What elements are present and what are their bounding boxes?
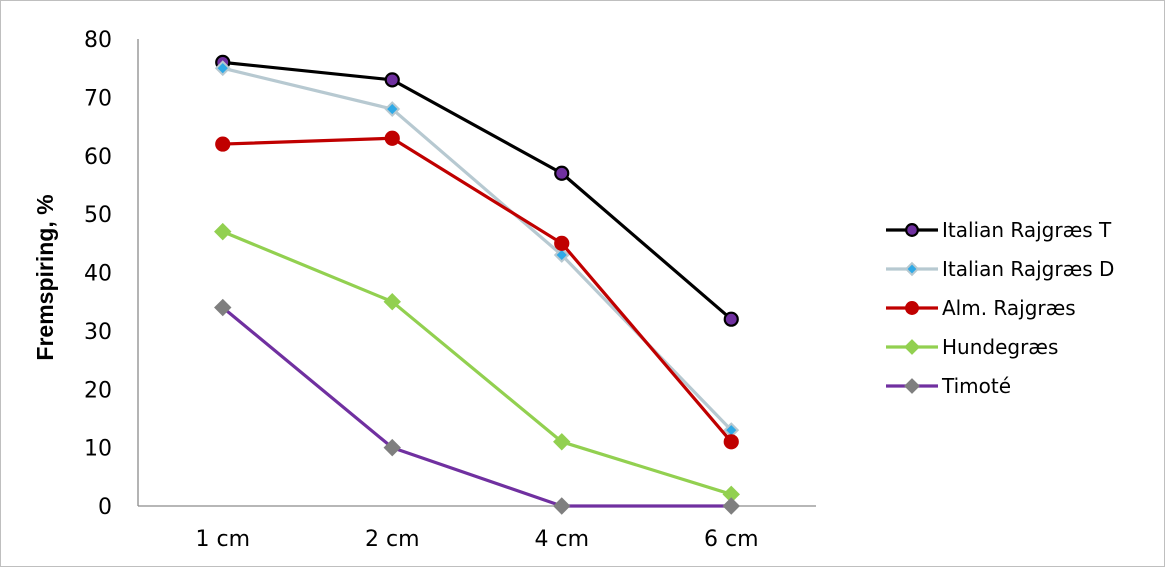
y-tick-label: 20 [84,378,112,403]
series-1 [214,60,740,439]
legend-label: Italian Rajgræs T [942,218,1112,242]
data-point [214,298,232,317]
series-line [222,136,733,443]
legend-label: Alm. Rajgræs [942,296,1076,320]
data-point [553,497,571,515]
legend-item: Alm. Rajgræs [886,296,1076,320]
data-point [723,434,739,450]
data-point [215,136,231,152]
legend-label: Italian Rajgræs D [942,257,1114,281]
y-tick-label: 30 [84,320,112,345]
data-point [553,247,570,263]
y-tick-label: 60 [84,145,112,170]
legend-label: Hundegræs [942,335,1058,359]
x-tick-label: 4 cm [534,527,589,552]
data-point [723,311,739,327]
data-point [383,438,401,457]
legend-marker [904,261,920,277]
data-point [554,235,570,251]
x-tick-labels: 1 cm 2 cm 4 cm 6 cm [195,527,758,552]
series [214,54,740,515]
data-point [554,165,570,181]
legend-item: Timoté [886,374,1011,398]
series-line [221,306,732,508]
legend: Italian Rajgræs T Italian Rajgræs D Alm. R… [886,218,1114,398]
legend-marker [904,339,920,355]
y-tick-label: 70 [84,86,112,111]
legend-marker [905,223,919,237]
series-0 [215,54,739,327]
data-point [214,222,232,241]
legend-label: Timoté [941,374,1011,398]
series-2 [215,130,739,450]
y-tick-label: 80 [84,28,112,53]
data-point [384,101,401,117]
legend-marker [905,301,919,315]
x-tick-label: 1 cm [195,527,250,552]
x-tick-label: 6 cm [704,527,759,552]
y-tick-label: 0 [98,495,112,520]
axes [137,39,816,507]
y-tick-labels: 0 10 20 30 40 50 60 70 80 [84,28,112,520]
series-line [222,60,733,321]
data-point [722,497,740,515]
x-tick-label: 2 cm [365,527,420,552]
y-tick-label: 40 [84,262,112,287]
legend-item: Hundegræs [886,335,1058,359]
y-tick-label: 50 [84,203,112,228]
series-3 [214,222,740,504]
legend-item: Italian Rajgræs D [886,257,1114,281]
data-point [383,292,401,311]
y-tick-label: 10 [84,437,112,462]
data-point [384,130,400,146]
y-axis-title: Fremspiring, % [32,194,58,360]
series-line [222,230,732,496]
series-4 [214,298,740,515]
legend-item: Italian Rajgræs T [886,218,1112,242]
data-point [214,60,231,77]
data-point [553,433,571,451]
legend-marker [904,378,920,394]
series-line [222,66,733,432]
data-point [384,72,400,88]
